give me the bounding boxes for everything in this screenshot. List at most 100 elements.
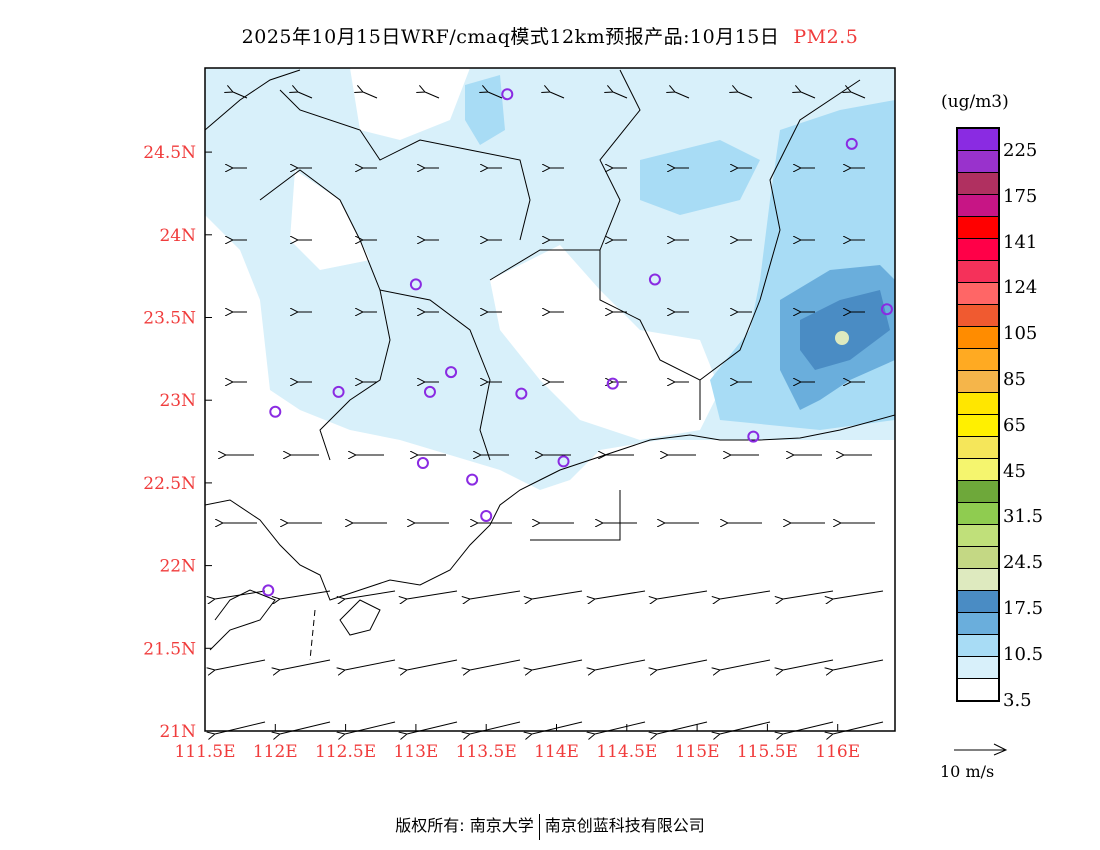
wind-arrow bbox=[345, 590, 396, 599]
wind-arrow bbox=[738, 92, 753, 99]
coastline bbox=[205, 69, 895, 661]
station-marker bbox=[480, 509, 493, 522]
legend-unit: (ug/m3) bbox=[941, 92, 1009, 112]
lat-tick-label: 23.5N bbox=[143, 309, 196, 329]
lon-tick-label: 114.5E bbox=[596, 742, 657, 762]
lon-tick-label: 113.5E bbox=[456, 742, 517, 762]
wind-arrow bbox=[532, 590, 583, 599]
color-bar-swatch bbox=[958, 503, 998, 525]
color-bar-label: 105 bbox=[1003, 323, 1038, 345]
color-bar-label: 24.5 bbox=[1003, 552, 1044, 574]
lon-tick-label: 115.5E bbox=[737, 742, 798, 762]
wind-arrow bbox=[657, 659, 708, 670]
wind-arrow bbox=[215, 590, 266, 599]
lat-tick-label: 22.5N bbox=[143, 474, 196, 494]
color-bar-swatch bbox=[958, 239, 998, 261]
copyright-left: 版权所有: 南京大学 bbox=[395, 816, 534, 835]
color-bar-label: 3.5 bbox=[1003, 689, 1032, 711]
wind-arrow bbox=[720, 659, 771, 670]
wind-arrow bbox=[595, 590, 646, 599]
wind-arrow bbox=[851, 92, 866, 99]
station-marker bbox=[501, 88, 514, 101]
wind-arrow bbox=[595, 721, 646, 734]
pm25-level-24.5 bbox=[800, 290, 890, 370]
lon-tick-label: 116E bbox=[815, 742, 860, 762]
station-marker bbox=[648, 273, 661, 286]
concentration-field bbox=[205, 68, 895, 490]
color-bar-label: 141 bbox=[1003, 231, 1038, 253]
color-bar-label: 225 bbox=[1003, 139, 1038, 161]
color-bar-label: 45 bbox=[1003, 460, 1026, 482]
copyright-right: 南京创蓝科技有限公司 bbox=[544, 816, 705, 835]
color-bar-swatch bbox=[958, 151, 998, 173]
station-marker bbox=[515, 387, 528, 400]
color-bar-label: 124 bbox=[1003, 277, 1038, 299]
color-bar-swatch bbox=[958, 217, 998, 239]
wind-arrow bbox=[345, 721, 396, 734]
color-bar-label: 175 bbox=[1003, 185, 1038, 207]
color-bar-swatch bbox=[958, 569, 998, 591]
wind-arrow bbox=[407, 590, 458, 599]
station-markers bbox=[262, 88, 893, 597]
wind-arrow bbox=[470, 590, 521, 599]
lat-tick-label: 22N bbox=[159, 557, 196, 577]
color-bar-label: 65 bbox=[1003, 414, 1026, 436]
pm25-level-10.5 bbox=[640, 140, 760, 215]
color-bar bbox=[956, 127, 1000, 702]
color-bar-swatch bbox=[958, 679, 998, 700]
color-bar-swatch bbox=[958, 547, 998, 569]
pm25-level-10.5 bbox=[465, 75, 505, 145]
wind-arrow bbox=[657, 721, 708, 734]
wind-reference-label: 10 m/s bbox=[940, 762, 995, 781]
color-bar-swatch bbox=[958, 525, 998, 547]
station-marker bbox=[262, 584, 275, 597]
lon-tick-label: 114E bbox=[534, 742, 579, 762]
wind-arrow bbox=[425, 92, 440, 99]
color-bar-swatch bbox=[958, 635, 998, 657]
wind-arrow bbox=[720, 590, 771, 599]
wind-arrow bbox=[833, 590, 884, 599]
title-text: 2025年10月15日WRF/cmaq模式12km预报产品:10月15日 bbox=[241, 26, 780, 48]
wind-arrow bbox=[407, 659, 458, 670]
color-bar-swatch bbox=[958, 613, 998, 635]
wind-arrow bbox=[345, 659, 396, 670]
white-patch bbox=[350, 68, 470, 140]
wind-arrow bbox=[298, 92, 313, 99]
color-bar-swatch bbox=[958, 283, 998, 305]
lat-tick-label: 24.5N bbox=[143, 143, 196, 163]
wind-arrow bbox=[613, 92, 628, 99]
color-bar-label: 10.5 bbox=[1003, 643, 1044, 665]
pm25-level-31.5 bbox=[835, 331, 849, 345]
color-bar-label: 31.5 bbox=[1003, 506, 1044, 528]
wind-arrow bbox=[215, 659, 266, 670]
color-bar-swatch bbox=[958, 481, 998, 503]
wind-arrow bbox=[595, 659, 646, 670]
color-bar-swatch bbox=[958, 371, 998, 393]
color-bar-swatch bbox=[958, 129, 998, 151]
wind-arrow bbox=[280, 590, 331, 599]
station-marker bbox=[606, 377, 619, 390]
lon-tick-label: 112E bbox=[253, 742, 298, 762]
lat-tick-label: 24N bbox=[159, 226, 196, 246]
pollutant-label: PM2.5 bbox=[793, 26, 859, 48]
color-bar-swatch bbox=[958, 173, 998, 195]
lon-tick-label: 112.5E bbox=[315, 742, 376, 762]
wind-arrow bbox=[280, 659, 331, 670]
wind-arrow bbox=[783, 721, 834, 734]
wind-arrow bbox=[833, 659, 884, 670]
wind-arrow bbox=[470, 659, 521, 670]
map-frame bbox=[204, 67, 896, 732]
wind-arrow bbox=[783, 659, 834, 670]
wind-arrow bbox=[280, 721, 331, 734]
lon-tick-label: 113E bbox=[393, 742, 438, 762]
wind-arrow bbox=[470, 721, 521, 734]
wind-arrow bbox=[801, 92, 816, 99]
axis-ticks: 111.5E 112E 112.5E 113E 113.5E 114E 114.5E 115E… bbox=[143, 143, 860, 762]
lat-tick-label: 21N bbox=[159, 722, 196, 742]
copyright-footer: 版权所有: 南京大学 南京创蓝科技有限公司 bbox=[0, 812, 1100, 840]
color-bar-swatch bbox=[958, 459, 998, 481]
wind-arrow bbox=[363, 92, 378, 99]
color-bar-swatch bbox=[958, 591, 998, 613]
white-patch bbox=[290, 170, 370, 270]
